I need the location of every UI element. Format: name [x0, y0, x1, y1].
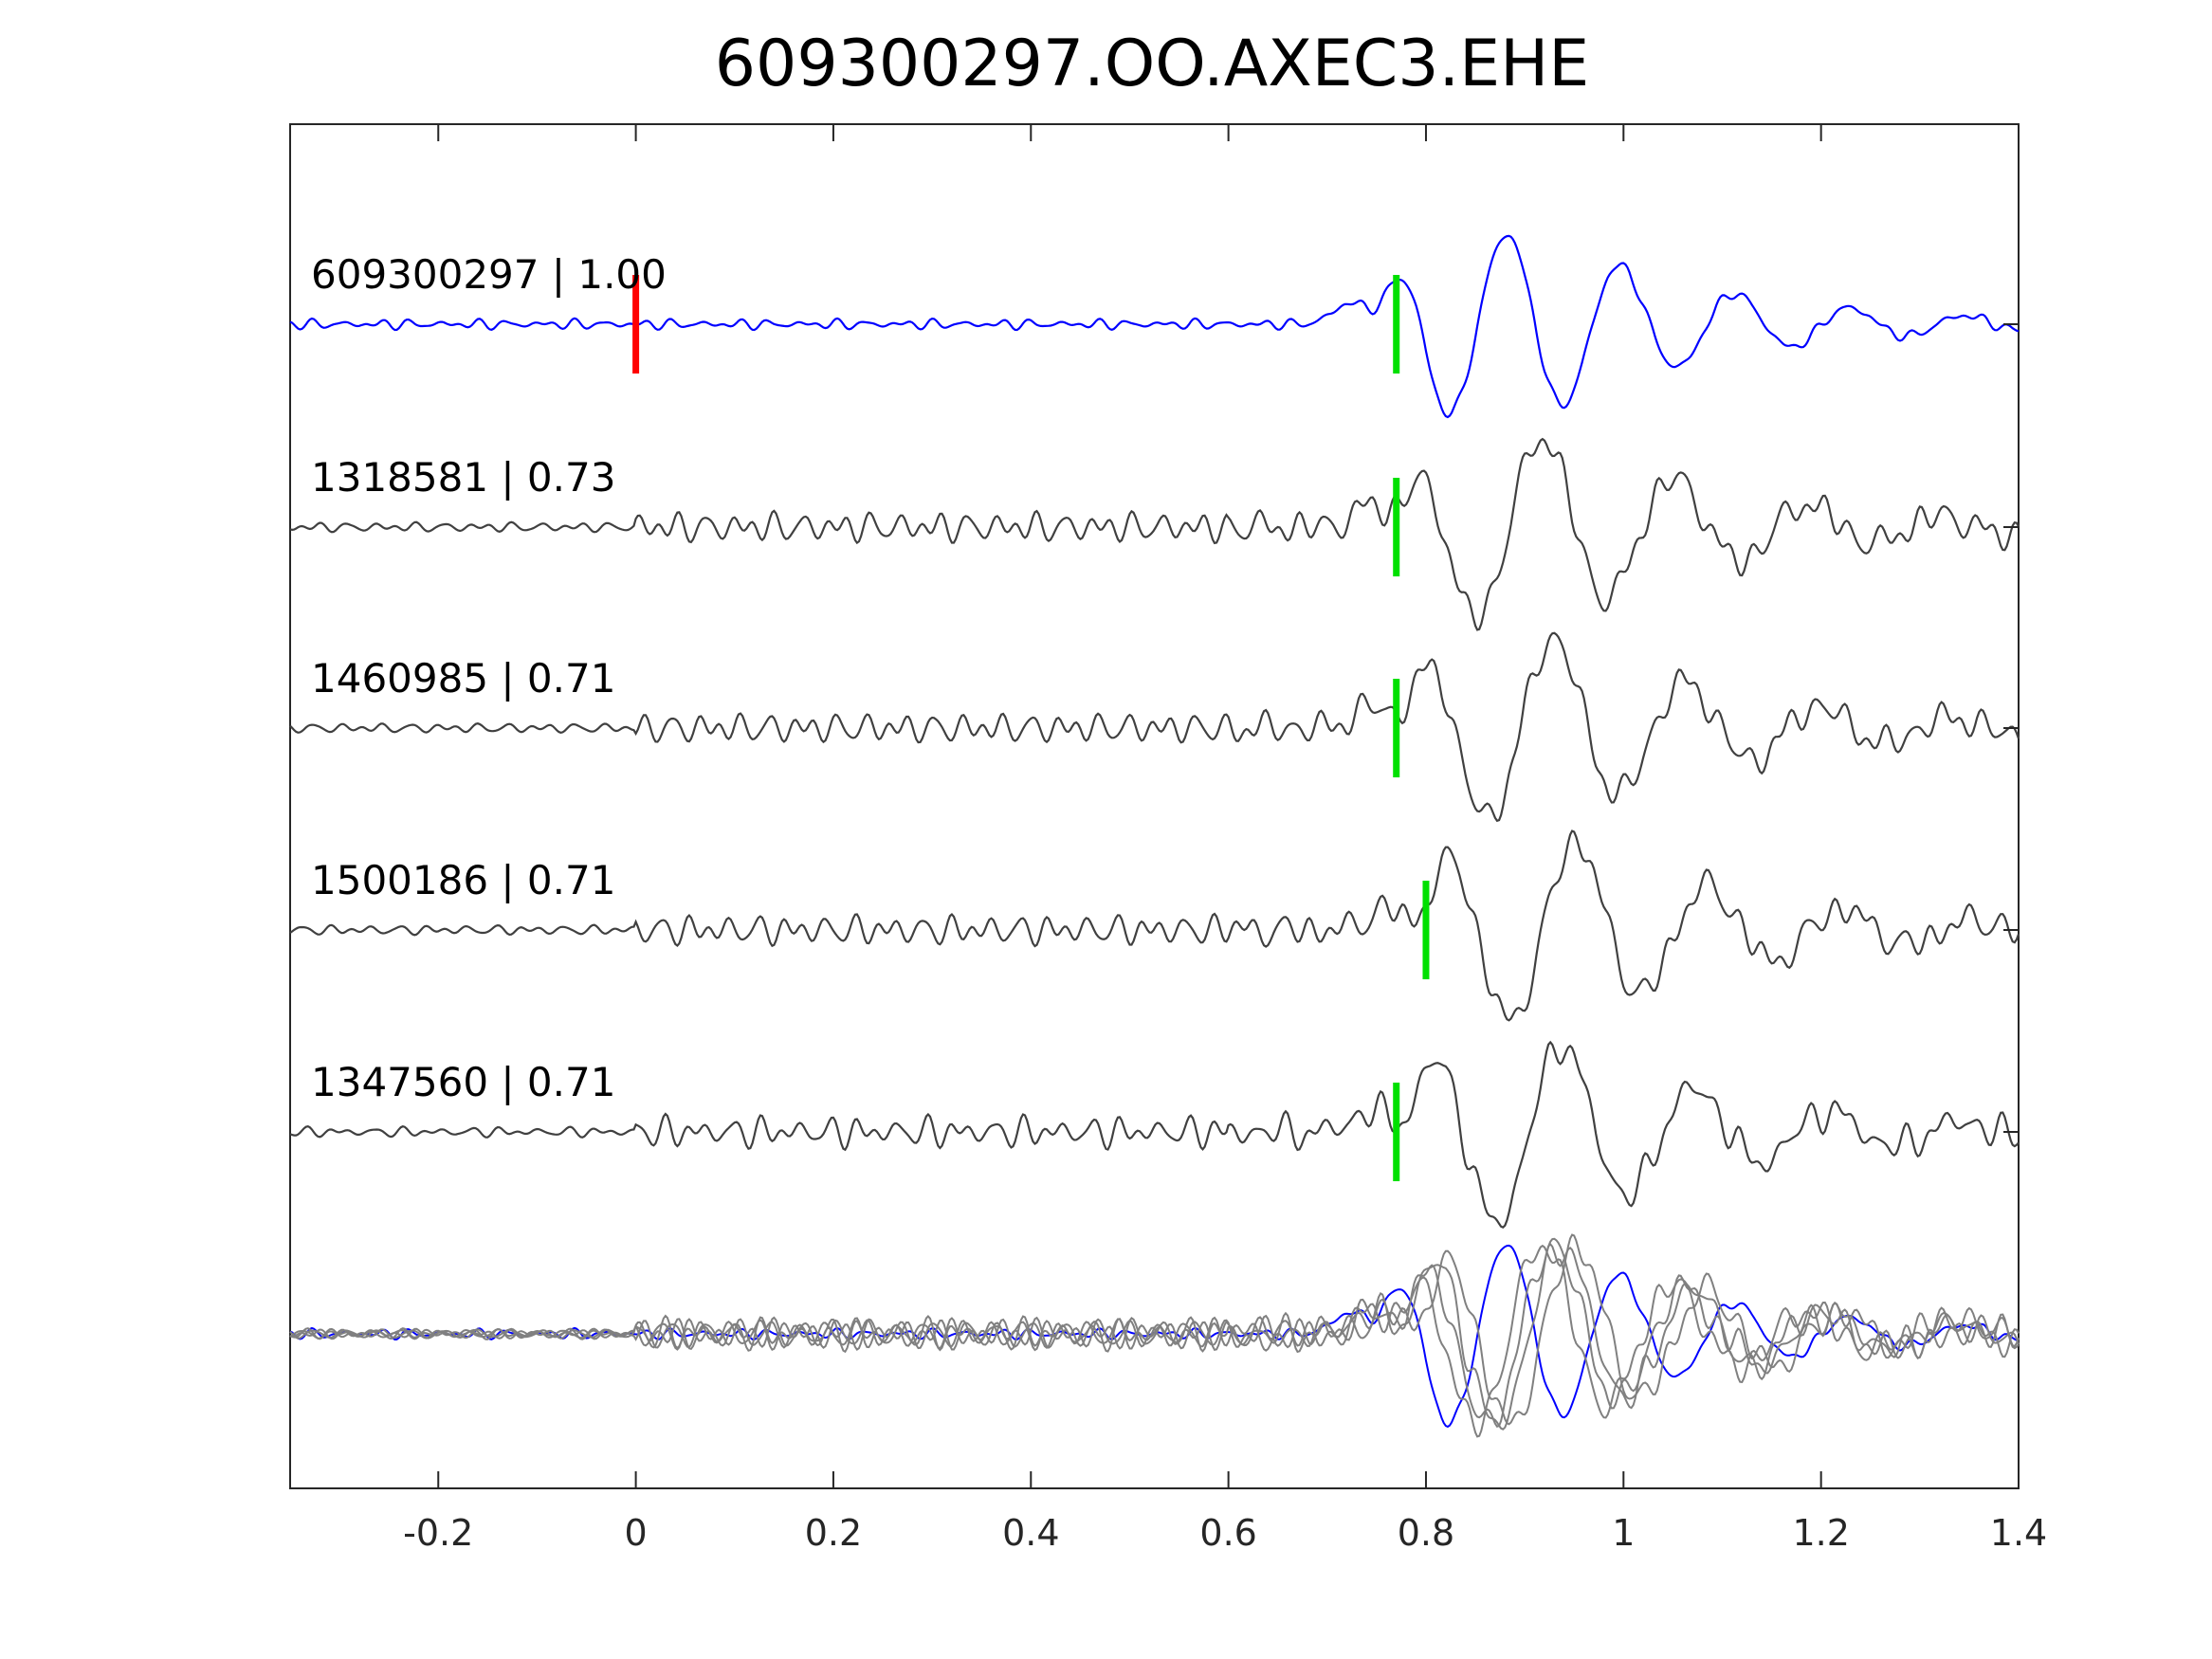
stack-trace-line: [289, 1242, 2020, 1431]
x-tick-label: 1.4: [1990, 1512, 2047, 1554]
trace-line: [289, 1040, 2020, 1230]
x-tick-label: 1: [1612, 1512, 1635, 1554]
x-tick-label: 0: [625, 1512, 648, 1554]
trace-label: 1318581 | 0.73: [311, 454, 615, 501]
x-tick-label: 0.4: [1002, 1512, 1059, 1554]
x-tick-label: 1.2: [1792, 1512, 1849, 1554]
plot-area-frame: [289, 123, 2020, 1489]
x-tick-label: 0.6: [1199, 1512, 1256, 1554]
trace-label: 1460985 | 0.71: [311, 655, 615, 702]
trace-label: 1347560 | 0.71: [311, 1059, 615, 1105]
trace-line: [289, 234, 2020, 419]
stack-trace-line: [289, 1244, 2020, 1438]
tick-layer: -0.2 0 0.2 0.4 0.6 0.8 1 1.2 1.4: [403, 124, 2047, 1554]
x-tick-label: -0.2: [403, 1512, 473, 1554]
traces-layer: [289, 234, 2020, 1230]
x-tick-label: 0.8: [1398, 1512, 1454, 1554]
trace-line: [289, 631, 2020, 823]
trace-label: 1500186 | 0.71: [311, 857, 615, 903]
picks-layer: [632, 275, 1430, 1181]
x-tick-label: 0.2: [805, 1512, 862, 1554]
trace-label: 609300297 | 1.00: [311, 251, 667, 298]
trace-labels-layer: 609300297 | 1.00 1318581 | 0.73 1460985 | …: [311, 251, 667, 1105]
trace-line: [289, 437, 2020, 631]
chart-title: 609300297.OO.AXEC3.EHE: [714, 27, 1590, 101]
trace-line: [289, 830, 2020, 1022]
stack-overlay-panel: [289, 1233, 2020, 1438]
